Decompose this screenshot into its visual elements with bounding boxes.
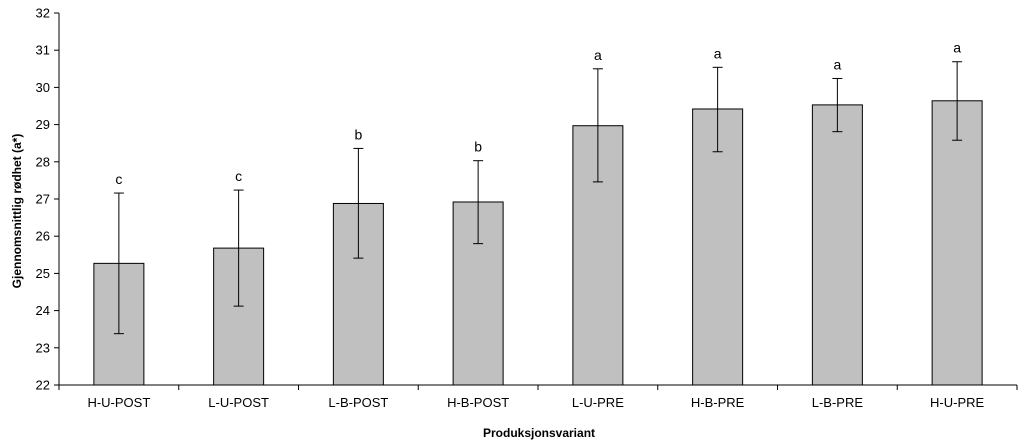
significance-label: a [833, 56, 841, 72]
x-tick-label: H-B-POST [447, 395, 509, 410]
y-tick-label: 28 [36, 154, 50, 169]
y-tick-label: 25 [36, 266, 50, 281]
y-tick-label: 26 [36, 229, 50, 244]
significance-label: a [953, 40, 961, 56]
x-tick-label: L-U-POST [208, 395, 269, 410]
significance-label: b [474, 139, 482, 155]
bar [692, 108, 744, 386]
significance-label: c [235, 168, 242, 184]
bars-layer [93, 100, 983, 386]
y-tick-label: 24 [36, 303, 50, 318]
x-tick-label: L-B-PRE [812, 395, 864, 410]
x-ticks-layer: H-U-POST L-U-POST L-B-POST H-B-POST L-U-PRE H… [58, 385, 1018, 410]
significance-label: b [354, 126, 362, 142]
y-tick-label: 32 [36, 6, 50, 21]
x-tick-label: H-B-PRE [691, 395, 745, 410]
y-tick-label: 22 [36, 378, 50, 393]
y-tick-label: 27 [36, 192, 50, 207]
y-ticks-layer: 22 23 24 25 26 27 28 29 30 31 32 [36, 6, 59, 393]
axes-layer [58, 13, 1017, 386]
significance-label: a [594, 47, 602, 63]
bar [931, 100, 983, 386]
bar [811, 104, 863, 386]
x-axis-title: Produksjonsvariant [483, 426, 595, 440]
x-tick-label: H-U-PRE [930, 395, 984, 410]
y-tick-label: 29 [36, 117, 50, 132]
y-tick-label: 30 [36, 80, 50, 95]
significance-label: a [714, 45, 722, 61]
significance-label: c [115, 171, 122, 187]
x-tick-label: L-U-PRE [572, 395, 624, 410]
x-tick-label: H-U-POST [87, 395, 150, 410]
error-bars-layer [113, 61, 963, 335]
y-axis-title: Gjennomsnittlig rødhet (a*) [10, 134, 24, 289]
x-tick-label: L-B-POST [328, 395, 388, 410]
significance-labels-layer: c c b b a a a a [115, 40, 961, 187]
y-tick-label: 23 [36, 340, 50, 355]
y-tick-label: 31 [36, 43, 50, 58]
